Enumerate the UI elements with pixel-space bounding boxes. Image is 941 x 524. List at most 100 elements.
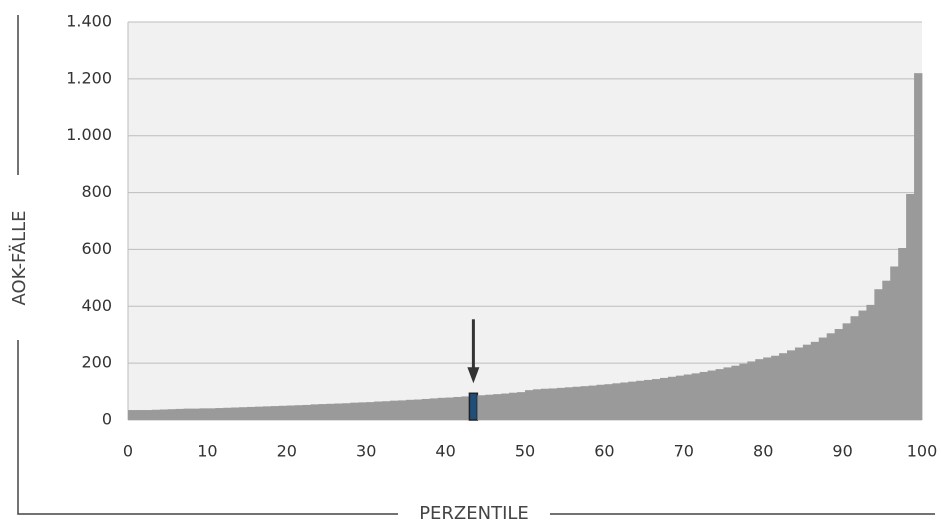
bar bbox=[699, 371, 709, 420]
bar bbox=[485, 394, 494, 420]
highlighted-bar bbox=[468, 392, 479, 421]
y-tick-label: 1.000 bbox=[66, 125, 112, 144]
bar bbox=[493, 394, 502, 420]
bar bbox=[151, 409, 161, 420]
y-tick-label: 200 bbox=[81, 353, 112, 372]
x-tick-label: 40 bbox=[435, 442, 455, 461]
x-tick-label: 80 bbox=[753, 442, 773, 461]
bar bbox=[763, 357, 772, 420]
bar bbox=[143, 410, 153, 420]
bar bbox=[898, 248, 907, 420]
bar bbox=[707, 370, 716, 420]
bar bbox=[207, 408, 216, 420]
bar bbox=[358, 402, 367, 420]
bar bbox=[262, 406, 272, 420]
bar bbox=[135, 410, 145, 420]
bar bbox=[532, 389, 542, 420]
bar bbox=[278, 405, 288, 420]
bar bbox=[270, 406, 280, 420]
bar bbox=[794, 347, 804, 420]
bar bbox=[215, 408, 224, 420]
y-tick-label: 1.200 bbox=[66, 68, 112, 87]
bar bbox=[731, 365, 740, 420]
bar bbox=[461, 396, 470, 420]
bar bbox=[580, 386, 589, 420]
bar bbox=[413, 399, 423, 420]
bar bbox=[239, 407, 248, 420]
bar bbox=[247, 406, 256, 420]
bar bbox=[421, 398, 431, 420]
bar bbox=[501, 393, 510, 420]
bar bbox=[771, 355, 780, 420]
bar bbox=[675, 375, 685, 420]
y-tick-label: 0 bbox=[102, 410, 112, 429]
bar bbox=[159, 409, 169, 420]
bar bbox=[548, 388, 558, 420]
bar bbox=[564, 387, 574, 420]
bar bbox=[842, 323, 851, 420]
bar bbox=[382, 401, 391, 420]
bar bbox=[890, 266, 899, 420]
bar bbox=[810, 341, 820, 420]
bar bbox=[652, 379, 661, 420]
bar bbox=[628, 381, 637, 420]
bar bbox=[596, 384, 605, 420]
arrow-head bbox=[467, 367, 480, 384]
bar bbox=[644, 379, 653, 420]
bar bbox=[755, 359, 764, 420]
bar bbox=[858, 310, 867, 420]
bar bbox=[715, 369, 724, 420]
bar bbox=[517, 392, 526, 420]
x-tick-label: 100 bbox=[907, 442, 938, 461]
bar bbox=[739, 363, 748, 420]
bar bbox=[191, 408, 200, 420]
bar bbox=[540, 388, 550, 420]
bar bbox=[397, 400, 407, 420]
bar bbox=[826, 333, 836, 420]
bar bbox=[334, 403, 343, 420]
bar bbox=[588, 385, 597, 420]
bar bbox=[405, 399, 415, 420]
bar bbox=[286, 405, 296, 420]
bar bbox=[374, 401, 383, 420]
bar bbox=[429, 398, 439, 420]
bar bbox=[128, 410, 137, 420]
x-tick-label: 60 bbox=[594, 442, 614, 461]
bar bbox=[612, 383, 621, 420]
x-axis-title: PERZENTILE bbox=[419, 503, 529, 524]
axis-frame bbox=[17, 15, 935, 515]
bar bbox=[326, 403, 335, 420]
bar bbox=[445, 397, 454, 420]
bar bbox=[866, 304, 875, 420]
x-tick-label: 70 bbox=[674, 442, 694, 461]
bar bbox=[604, 384, 613, 420]
bar bbox=[906, 193, 915, 420]
bar bbox=[525, 390, 534, 420]
bar bbox=[350, 402, 359, 420]
bar bbox=[556, 387, 566, 420]
bar bbox=[167, 409, 177, 420]
bar bbox=[747, 361, 756, 420]
y-tick-label: 1.400 bbox=[66, 12, 112, 31]
bar bbox=[667, 376, 677, 420]
bar bbox=[723, 367, 732, 420]
x-tick-label: 10 bbox=[197, 442, 217, 461]
y-tick-label: 400 bbox=[81, 296, 112, 315]
bar bbox=[175, 408, 184, 420]
bar bbox=[802, 344, 812, 420]
y-tick-label: 600 bbox=[81, 239, 112, 258]
bar bbox=[223, 407, 232, 420]
x-tick-label: 50 bbox=[515, 442, 535, 461]
bar bbox=[572, 386, 581, 420]
bar bbox=[302, 404, 312, 420]
bar bbox=[620, 382, 629, 420]
bar bbox=[366, 402, 375, 420]
bar bbox=[834, 329, 843, 420]
bar bbox=[818, 337, 828, 420]
bar bbox=[691, 373, 701, 420]
bar bbox=[882, 280, 891, 420]
x-tick-label: 0 bbox=[123, 442, 133, 461]
bar bbox=[437, 397, 446, 420]
y-axis-title: AOK-FÄLLE bbox=[9, 210, 30, 305]
